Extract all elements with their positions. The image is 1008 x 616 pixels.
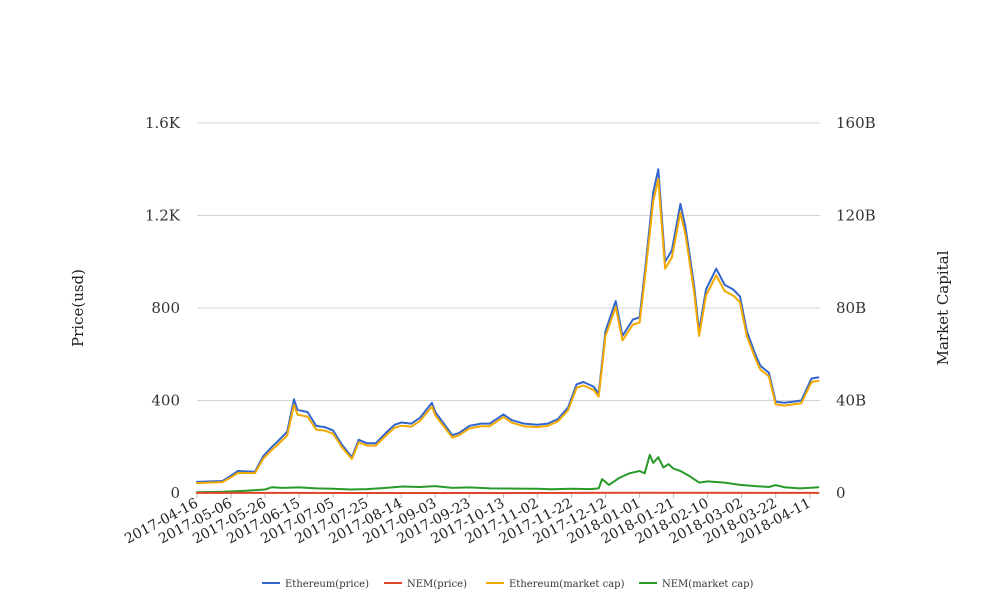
right-axis-ticks: 0 40B 80B 120B 160B: [836, 114, 876, 502]
left-axis-title: Price(usd): [69, 269, 87, 347]
series-line: [196, 453, 820, 494]
legend-label: Ethereum(price): [285, 579, 369, 590]
series-lines: [196, 168, 820, 494]
right-axis-title: Market Capital: [934, 250, 952, 365]
legend-label: Ethereum(market cap): [509, 579, 625, 590]
series-line: [196, 178, 820, 485]
x-axis-ticks: 2017-04-162017-05-062017-05-262017-06-15…: [122, 493, 814, 547]
left-tick-label: 1.2K: [145, 207, 181, 225]
left-tick-label: 400: [151, 392, 180, 410]
right-tick-label: 160B: [836, 114, 876, 132]
left-tick-label: 1.6K: [145, 114, 181, 132]
legend-item: NEM(market cap): [639, 579, 754, 590]
legend-label: NEM(market cap): [662, 579, 754, 590]
legend-item: Ethereum(price): [262, 579, 369, 590]
left-tick-label: 800: [151, 299, 180, 317]
legend-item: Ethereum(market cap): [486, 579, 625, 590]
right-tick-label: 0: [836, 484, 846, 502]
right-tick-label: 120B: [836, 207, 876, 225]
series-line: [196, 168, 820, 483]
right-tick-label: 80B: [836, 299, 866, 317]
legend: Ethereum(price) NEM(price) Ethereum(market…: [262, 579, 754, 590]
left-axis-ticks: 0 400 800 1.2K 1.6K: [145, 114, 181, 502]
gridlines: [197, 122, 820, 494]
right-tick-label: 40B: [836, 392, 866, 410]
left-tick-label: 0: [170, 484, 180, 502]
legend-item: NEM(price): [384, 579, 467, 590]
legend-label: NEM(price): [407, 579, 467, 590]
